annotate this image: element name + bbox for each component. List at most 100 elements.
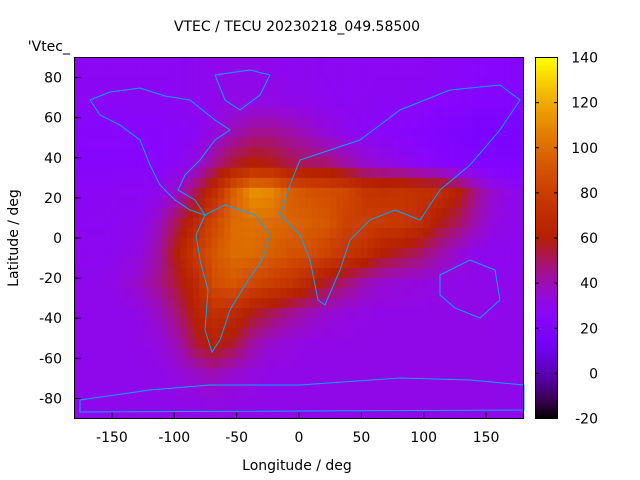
heatmap-cell [299, 117, 306, 129]
heatmap-cell [143, 348, 150, 359]
heatmap-cell [311, 147, 319, 159]
heatmap-cell [180, 157, 188, 169]
heatmap-cell [305, 87, 312, 99]
heatmap-cell [80, 398, 88, 409]
heatmap-cell [411, 207, 418, 219]
heatmap-cell [299, 227, 306, 239]
heatmap-cell [336, 57, 344, 69]
heatmap-cell [355, 338, 362, 349]
heatmap-cell [492, 67, 500, 79]
heatmap-cell [130, 127, 138, 139]
heatmap-cell [286, 238, 294, 249]
heatmap-cell [155, 268, 163, 279]
heatmap-cell [386, 167, 394, 179]
heatmap-cell [292, 207, 300, 219]
heatmap-cell [342, 127, 350, 139]
heatmap-cell [267, 227, 275, 239]
heatmap-cell [429, 408, 437, 419]
heatmap-cell [230, 157, 238, 169]
heatmap-cell [249, 177, 256, 189]
heatmap-cell [192, 207, 200, 219]
heatmap-cell [336, 177, 344, 189]
heatmap-cell [305, 348, 312, 359]
heatmap-cell [504, 127, 512, 139]
heatmap-cell [461, 137, 468, 149]
heatmap-cell [136, 77, 144, 89]
heatmap-cell [467, 378, 475, 389]
heatmap-cell [392, 127, 400, 139]
heatmap-cell [192, 197, 200, 209]
heatmap-cell [105, 408, 113, 419]
heatmap-cell [517, 258, 524, 269]
heatmap-cell [498, 278, 506, 289]
heatmap-cell [74, 368, 82, 379]
heatmap-cell [336, 97, 344, 109]
heatmap-cell [330, 388, 337, 399]
heatmap-cell [155, 187, 163, 199]
heatmap-cell [261, 157, 269, 169]
heatmap-cell [311, 67, 319, 79]
heatmap-cell [236, 87, 244, 99]
heatmap-cell [386, 318, 394, 329]
heatmap-cell [373, 308, 381, 319]
heatmap-cell [380, 298, 387, 309]
heatmap-cell [118, 248, 125, 259]
heatmap-cell [211, 248, 219, 259]
heatmap-cell [467, 97, 475, 109]
heatmap-cell [454, 248, 462, 259]
heatmap-cell [330, 268, 337, 279]
heatmap-cell [249, 127, 256, 139]
heatmap-cell [361, 77, 369, 89]
heatmap-cell [149, 217, 157, 229]
heatmap-cell [448, 197, 456, 209]
heatmap-cell [168, 278, 175, 289]
heatmap-cell [511, 167, 518, 179]
heatmap-cell [348, 308, 356, 319]
heatmap-cell [186, 107, 194, 119]
heatmap-cell [323, 137, 331, 149]
heatmap-cell [199, 248, 206, 259]
heatmap-cell [286, 388, 294, 399]
heatmap-cell [80, 368, 88, 379]
heatmap-cell [192, 328, 200, 339]
heatmap-cell [274, 117, 281, 129]
heatmap-cell [105, 338, 113, 349]
heatmap-cell [236, 147, 244, 159]
heatmap-cell [342, 117, 350, 129]
heatmap-cell [124, 318, 132, 329]
heatmap-cell [130, 157, 138, 169]
heatmap-cell [336, 358, 344, 369]
heatmap-cell [392, 318, 400, 329]
heatmap-cell [454, 217, 462, 229]
heatmap-cell [330, 288, 337, 299]
heatmap-cell [330, 57, 337, 69]
heatmap-cell [186, 338, 194, 349]
heatmap-cell [423, 187, 431, 199]
heatmap-cell [155, 107, 163, 119]
heatmap-cell [261, 398, 269, 409]
heatmap-cell [255, 137, 263, 149]
heatmap-cell [486, 298, 493, 309]
heatmap-cell [442, 77, 450, 89]
heatmap-cell [305, 248, 312, 259]
heatmap-cell [454, 298, 462, 309]
heatmap-cell [274, 408, 281, 419]
heatmap-cell [429, 298, 437, 309]
heatmap-cell [486, 338, 493, 349]
heatmap-cell [492, 167, 500, 179]
heatmap-cell [74, 197, 82, 209]
heatmap-cell [168, 117, 175, 129]
heatmap-cell [299, 368, 306, 379]
heatmap-cell [511, 117, 518, 129]
heatmap-cell [398, 57, 406, 69]
heatmap-cell [242, 318, 250, 329]
heatmap-cell [86, 147, 94, 159]
heatmap-cell [511, 328, 518, 339]
heatmap-cell [192, 368, 200, 379]
heatmap-cell [149, 368, 157, 379]
heatmap-cell [217, 378, 225, 389]
heatmap-cell [205, 368, 213, 379]
heatmap-cell [380, 227, 387, 239]
heatmap-cell [486, 368, 493, 379]
